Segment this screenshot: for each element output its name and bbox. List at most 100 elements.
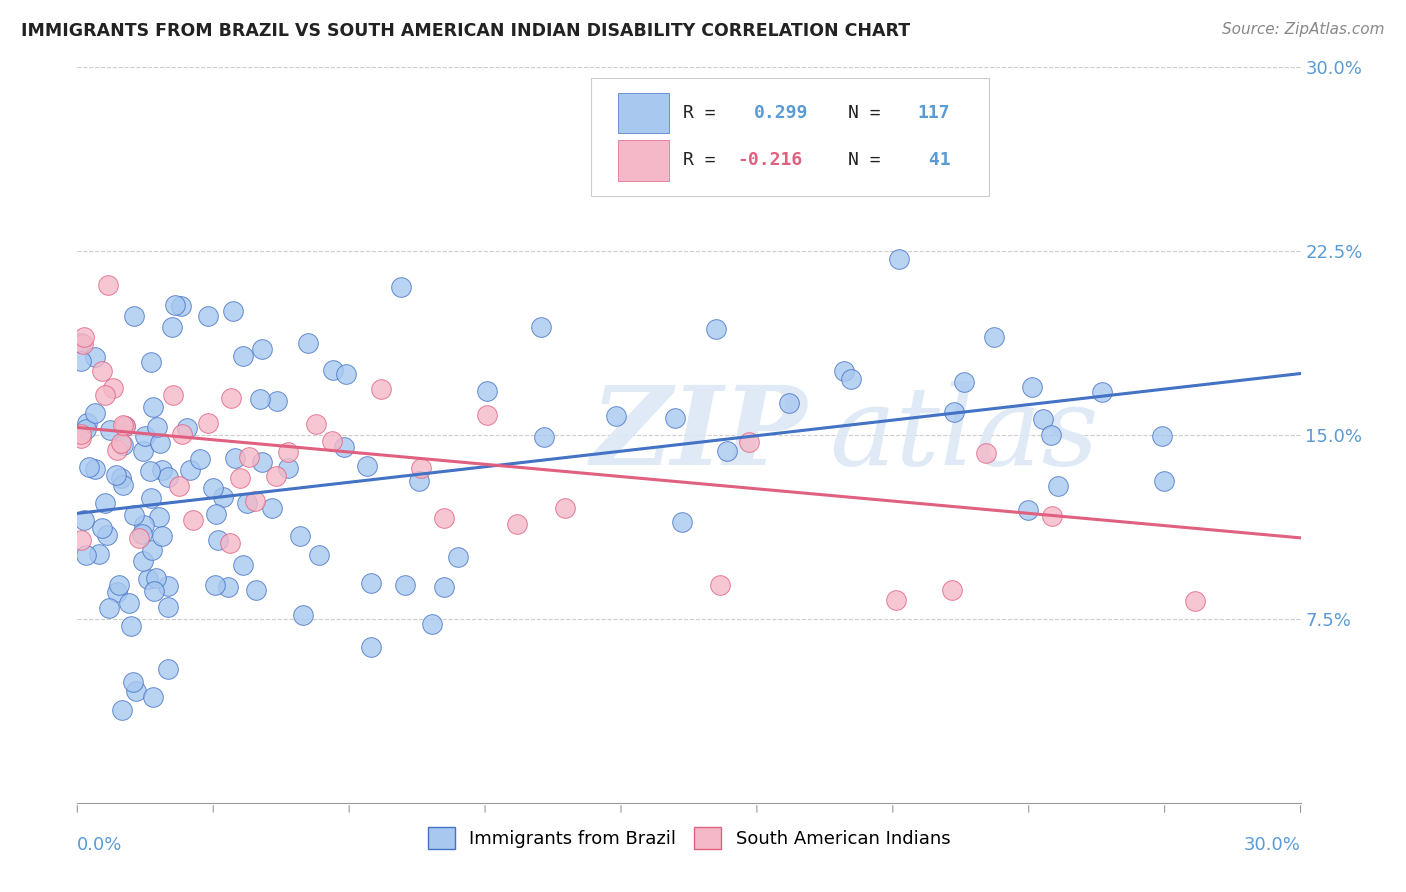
Point [232, 349, 254, 363]
Point [832, 363, 855, 377]
Point [249, 392, 271, 406]
Point [433, 511, 456, 525]
Point [122, 674, 145, 689]
Text: atlas: atlas [830, 381, 1099, 489]
Point [118, 597, 141, 611]
Point [162, 388, 184, 402]
Point [110, 471, 132, 485]
Point [111, 478, 134, 492]
Point [105, 585, 128, 599]
Point [139, 491, 162, 505]
Point [76, 416, 98, 430]
Point [183, 513, 205, 527]
Point [716, 443, 738, 458]
Point [149, 436, 172, 450]
Point [778, 396, 800, 410]
Point [1047, 479, 1070, 493]
Point [232, 558, 254, 573]
Point [96, 528, 118, 542]
Point [288, 529, 311, 543]
Point [157, 470, 180, 484]
Point [671, 515, 693, 529]
Point [942, 404, 965, 418]
Point [291, 607, 314, 622]
Point [134, 517, 156, 532]
Text: R =: R = [683, 152, 727, 169]
Point [207, 533, 229, 548]
Point [322, 363, 344, 377]
Point [131, 526, 153, 541]
Point [224, 450, 246, 465]
Point [148, 510, 170, 524]
Point [83, 462, 105, 476]
Point [163, 297, 186, 311]
Point [1021, 380, 1043, 394]
Point [122, 508, 145, 522]
Point [111, 417, 134, 432]
Point [360, 640, 382, 655]
Text: 0.299: 0.299 [754, 104, 808, 122]
Point [277, 445, 299, 459]
Point [112, 438, 135, 452]
Point [134, 428, 156, 442]
Point [229, 470, 252, 484]
Point [136, 573, 159, 587]
Point [533, 430, 555, 444]
Point [108, 578, 131, 592]
Point [260, 501, 283, 516]
Point [96, 277, 118, 292]
Point [111, 703, 134, 717]
Point [170, 426, 193, 441]
Point [70, 354, 93, 368]
Point [529, 320, 551, 334]
Point [245, 583, 267, 598]
Point [150, 529, 173, 543]
Text: 30.0%: 30.0% [1244, 836, 1301, 854]
FancyBboxPatch shape [619, 140, 669, 181]
Point [70, 336, 93, 351]
Point [125, 684, 148, 698]
Point [176, 421, 198, 435]
Point [143, 583, 166, 598]
Text: Source: ZipAtlas.com: Source: ZipAtlas.com [1222, 22, 1385, 37]
Point [89, 547, 111, 561]
Point [94, 496, 117, 510]
Point [1040, 427, 1063, 442]
Point [142, 400, 165, 414]
Point [389, 279, 412, 293]
Point [160, 319, 183, 334]
Point [222, 304, 245, 318]
Point [179, 463, 201, 477]
Point [983, 330, 1005, 344]
Point [105, 443, 128, 458]
Point [356, 458, 378, 473]
Text: R =: R = [683, 104, 727, 122]
Point [420, 617, 443, 632]
Point [141, 543, 163, 558]
Point [98, 601, 121, 615]
Point [75, 548, 97, 562]
Point [219, 392, 242, 406]
Point [94, 388, 117, 402]
Point [90, 521, 112, 535]
Text: IMMIGRANTS FROM BRAZIL VS SOUTH AMERICAN INDIAN DISABILITY CORRELATION CHART: IMMIGRANTS FROM BRAZIL VS SOUTH AMERICAN… [21, 22, 910, 40]
Point [156, 579, 179, 593]
Point [335, 367, 357, 381]
Point [243, 494, 266, 508]
Point [408, 475, 430, 489]
Point [114, 418, 136, 433]
Point [73, 330, 96, 344]
Point [321, 434, 343, 448]
Point [238, 450, 260, 464]
Text: 0.0%: 0.0% [77, 836, 122, 854]
Text: N =: N = [848, 104, 891, 122]
Point [77, 459, 100, 474]
Point [190, 452, 212, 467]
Point [167, 478, 190, 492]
Point [197, 416, 219, 430]
Point [605, 409, 627, 423]
Point [73, 513, 96, 527]
FancyBboxPatch shape [619, 93, 669, 133]
Point [142, 690, 165, 704]
Point [277, 461, 299, 475]
